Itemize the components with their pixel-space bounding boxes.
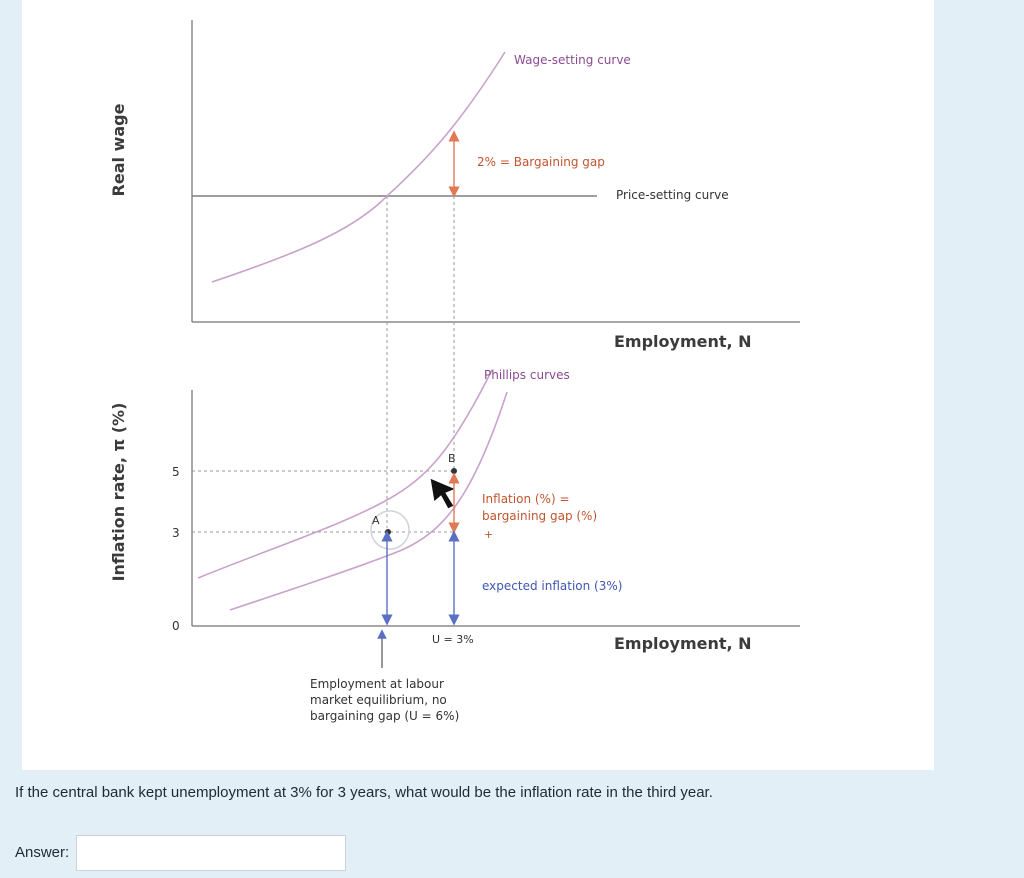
inflation-label-line1: Inflation (%) =: [482, 492, 570, 506]
equilibrium-label-line1: Employment at labour: [310, 677, 444, 691]
phillips-curve-upper: [197, 369, 493, 579]
point-a-label: A: [372, 514, 380, 527]
point-b-label: B: [448, 452, 456, 465]
equilibrium-label-line2: market equilibrium, no: [310, 693, 447, 707]
labour-market-diagram: Real wage Price-setting curve Wage-setti…: [109, 20, 800, 723]
top-x-axis-label: Employment, N: [614, 332, 752, 351]
point-b: [451, 468, 457, 474]
answer-label: Answer:: [15, 844, 70, 861]
bottom-y-axis-label: Inflation rate, π (%): [109, 403, 128, 582]
point-a: [385, 529, 391, 535]
answer-input[interactable]: [76, 835, 346, 871]
wage-setting-curve-label: Wage-setting curve: [514, 53, 631, 67]
inflation-label-plus: +: [484, 528, 493, 541]
figure-panel: Real wage Price-setting curve Wage-setti…: [22, 0, 934, 770]
bargaining-gap-label: 2% = Bargaining gap: [477, 155, 605, 169]
price-setting-curve-label: Price-setting curve: [616, 188, 729, 202]
question-text: If the central bank kept unemployment at…: [15, 784, 713, 801]
bottom-x-axis-label: Employment, N: [614, 634, 752, 653]
phillips-curves-label: Phillips curves: [484, 368, 570, 382]
mouse-cursor-icon: [429, 477, 458, 510]
unemployment-3pct-label: U = 3%: [432, 633, 474, 646]
equilibrium-label-line3: bargaining gap (U = 6%): [310, 709, 459, 723]
top-y-axis-label: Real wage: [109, 103, 128, 196]
phillips-curve-lower: [229, 391, 508, 611]
tick-0: 0: [172, 619, 180, 633]
tick-5: 5: [172, 465, 180, 479]
wage-setting-curve: [211, 51, 506, 283]
inflation-label-line2: bargaining gap (%): [482, 509, 597, 523]
tick-3: 3: [172, 526, 180, 540]
expected-inflation-label: expected inflation (3%): [482, 579, 622, 593]
